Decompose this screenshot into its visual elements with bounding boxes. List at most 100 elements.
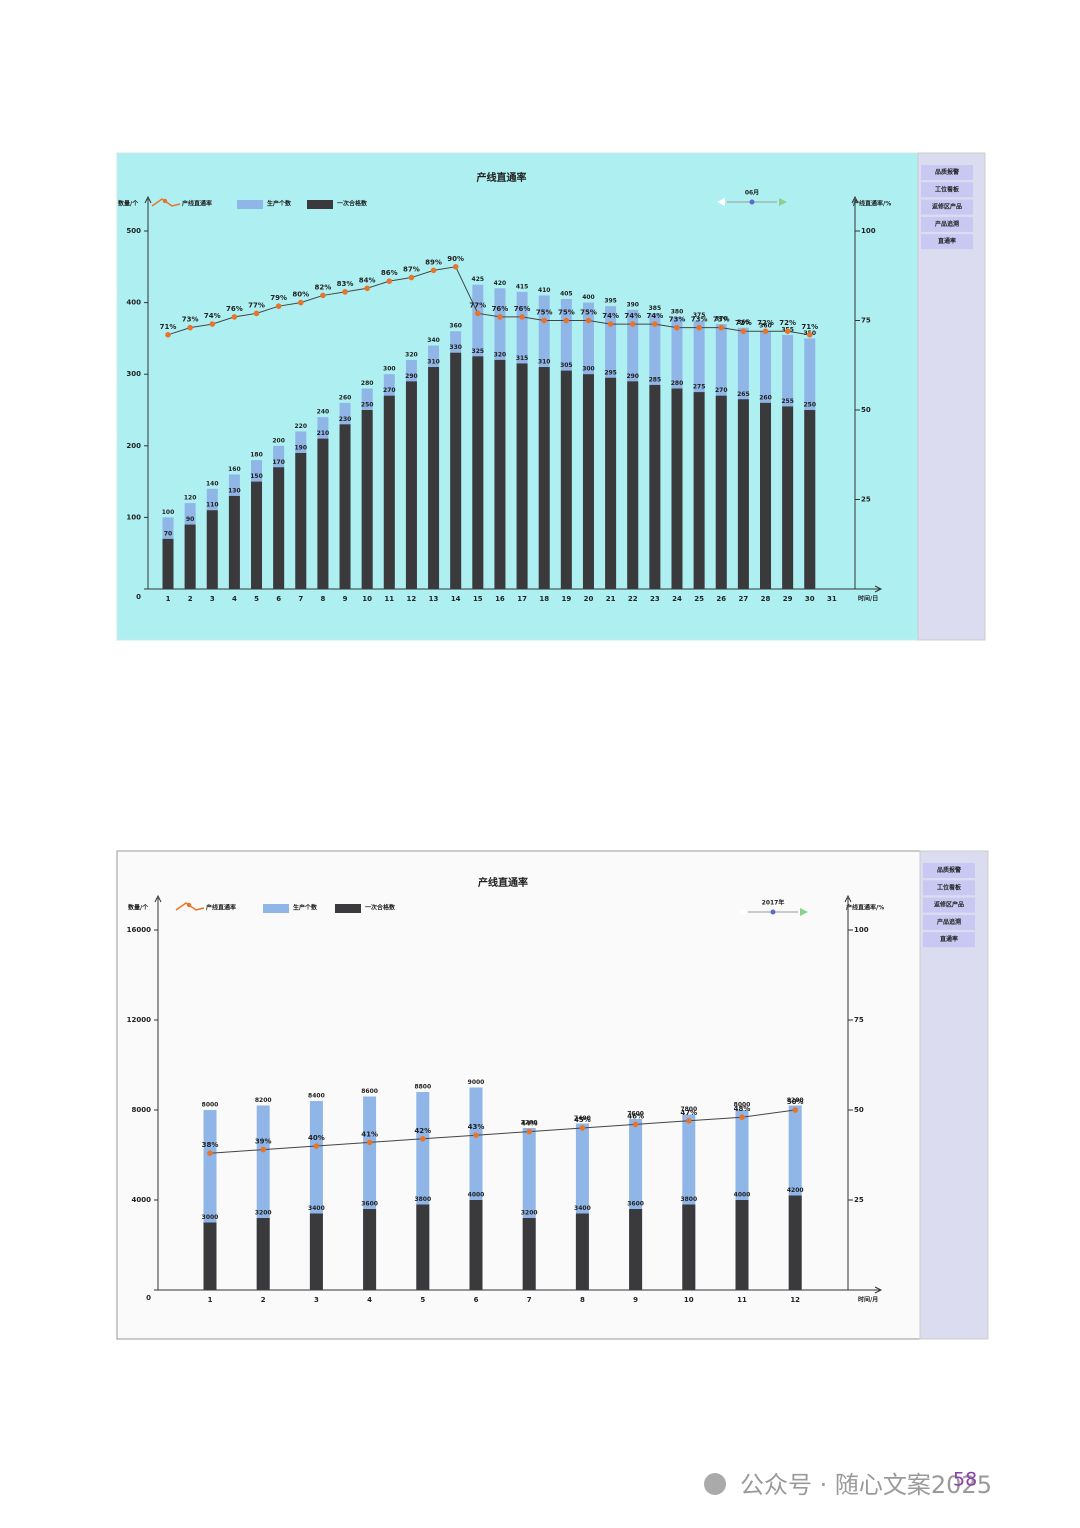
rate-point — [497, 314, 503, 320]
menu-label[interactable]: 返修区产品 — [932, 203, 962, 211]
rate-point — [209, 321, 216, 327]
y-tick-label: 200 — [126, 442, 141, 450]
selector-label[interactable]: 2017年 — [762, 899, 785, 907]
menu-button[interactable] — [923, 914, 975, 930]
x-tick-label: 5 — [420, 1296, 425, 1304]
bar-label: 285 — [649, 376, 662, 383]
selector-prev[interactable] — [738, 908, 746, 916]
selector-knob[interactable] — [749, 199, 755, 205]
rate-label: 72% — [735, 319, 752, 327]
legend-label: 生产个数 — [293, 904, 318, 912]
menu-button[interactable] — [921, 182, 973, 198]
menu-button[interactable] — [923, 932, 975, 948]
y-tick-label: 0 — [136, 593, 141, 601]
x-tick-label: 10 — [362, 595, 372, 603]
rate-label: 87% — [403, 266, 420, 274]
bar — [203, 1222, 217, 1290]
rate-point — [526, 1128, 532, 1135]
x-tick-label: 4 — [367, 1296, 372, 1304]
y2-tick-label: 100 — [854, 926, 869, 934]
y-axis-label: 数量/个 — [128, 904, 149, 912]
menu-button[interactable] — [923, 863, 975, 878]
menu-button[interactable] — [921, 199, 973, 215]
bar — [339, 424, 351, 589]
bar-label: 3200 — [255, 1210, 272, 1217]
bar-label: 360 — [449, 323, 462, 330]
x-tick-label: 5 — [254, 595, 259, 603]
bar — [184, 524, 196, 589]
bar-label: 230 — [339, 416, 352, 423]
x-tick-label: 29 — [783, 595, 793, 603]
rate-label: 42% — [414, 1127, 431, 1135]
bar-label: 400 — [582, 294, 595, 301]
bar-label: 170 — [272, 459, 285, 466]
rate-point — [686, 1118, 692, 1124]
rate-label: 74% — [624, 312, 641, 320]
bar-label: 7400 — [574, 1115, 591, 1122]
menu-label[interactable]: 工位看板 — [935, 185, 960, 193]
rate-point — [739, 1114, 745, 1120]
rate-label: 77% — [469, 301, 486, 309]
rate-label: 41% — [361, 1130, 378, 1138]
rate-point — [740, 328, 747, 335]
rate-point — [585, 317, 592, 324]
rate-label: 83% — [337, 280, 354, 288]
bar-label: 3000 — [202, 1214, 219, 1221]
selector-label[interactable]: 06月 — [745, 189, 759, 197]
menu-label[interactable]: 工位看板 — [937, 883, 962, 891]
bar — [309, 1213, 323, 1290]
rate-point — [386, 278, 393, 284]
legend-point — [162, 198, 168, 204]
legend-swatch — [263, 904, 289, 913]
menu-label[interactable]: 直通率 — [938, 237, 956, 245]
bar-label: 7800 — [680, 1106, 697, 1113]
rate-point — [430, 267, 437, 274]
rate-point — [320, 292, 326, 299]
menu-label[interactable]: 直通率 — [940, 935, 958, 943]
bar — [575, 1213, 589, 1290]
menu-button[interactable] — [921, 165, 973, 180]
bar-label: 150 — [250, 473, 263, 480]
bar-label: 265 — [737, 391, 750, 398]
menu-label[interactable]: 品质报警 — [935, 168, 959, 176]
x-arrow — [874, 1286, 883, 1294]
bar-label: 425 — [472, 276, 485, 283]
rate-label: 75% — [558, 309, 575, 317]
rate-label: 73% — [713, 316, 730, 324]
rate-label: 39% — [255, 1138, 272, 1146]
rate-label: 77% — [248, 301, 265, 309]
menu-label[interactable]: 产品追溯 — [937, 918, 961, 926]
rate-point — [297, 299, 304, 306]
y-arrow — [154, 894, 162, 903]
bar-label: 290 — [626, 373, 639, 380]
selector-prev[interactable] — [717, 198, 725, 206]
x-tick-label: 18 — [539, 595, 549, 603]
rate-label: 76% — [492, 305, 509, 313]
bar-label: 250 — [361, 402, 374, 409]
bar — [416, 1204, 430, 1290]
bar-label: 8400 — [308, 1093, 325, 1100]
selector-next[interactable] — [800, 908, 808, 916]
legend-swatch — [335, 904, 361, 913]
y2-tick-label: 50 — [861, 406, 871, 414]
menu-label[interactable]: 品质报警 — [937, 866, 961, 874]
menu-button[interactable] — [921, 234, 973, 250]
bar-label: 3200 — [521, 1210, 538, 1217]
menu-button[interactable] — [923, 880, 975, 896]
bar — [782, 406, 794, 589]
legend-label: 产线直通率 — [206, 904, 236, 912]
menu-label[interactable]: 产品追溯 — [935, 220, 959, 228]
menu-label[interactable]: 返修区产品 — [934, 901, 964, 909]
selector-knob[interactable] — [770, 909, 776, 915]
selector-next[interactable] — [779, 198, 787, 206]
rate-label: 82% — [315, 283, 332, 291]
rate-point — [475, 310, 481, 317]
menu-button[interactable] — [923, 897, 975, 913]
rate-point — [674, 324, 680, 331]
menu-button[interactable] — [921, 216, 973, 232]
y-tick-label: 400 — [126, 299, 141, 307]
x-tick-label: 21 — [606, 595, 616, 603]
y-tick-label: 4000 — [132, 1196, 152, 1204]
bar-label: 160 — [228, 466, 241, 473]
